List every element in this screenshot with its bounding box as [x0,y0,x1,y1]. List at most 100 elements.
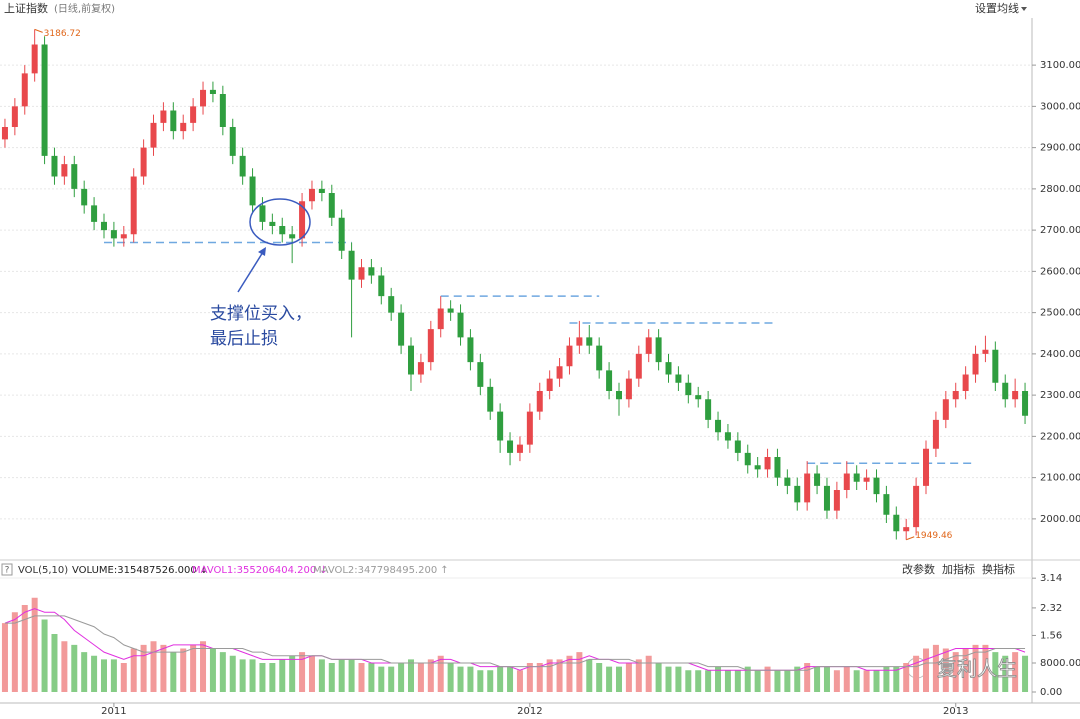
volume-bar [932,644,939,692]
volume-bar [635,659,642,692]
volume-bar [318,659,325,692]
candle-body [625,378,632,400]
candle-body [724,432,731,441]
y-tick-label: 2300.00 [1040,390,1080,401]
volume-bar [962,648,969,692]
indicator-button[interactable]: 换指标 [982,562,1015,576]
candle-body [507,440,514,453]
volume-bar [1022,655,1029,692]
volume-bar [625,663,632,692]
y-tick-label: 3100.00 [1040,60,1080,71]
candle-body [81,188,88,206]
candle-body [863,477,870,482]
candle-body [804,473,811,503]
candle-body [437,308,444,330]
volume-bar [873,670,880,692]
candle-body [596,345,603,371]
volume-ma-line [4,615,1026,671]
candle-body [120,234,127,239]
volume-bar [308,655,315,692]
volume-bar [992,652,999,692]
volume-bar [823,666,830,692]
candle-body [1002,382,1009,400]
y-tick-label: 8000.00 [1040,658,1080,669]
candle-body [427,329,434,363]
candle-body [140,147,147,177]
x-tick-label: 2012 [517,706,542,717]
candle-body [388,296,395,313]
volume-bar [665,666,672,692]
candle-body [923,448,930,486]
ma-menu[interactable]: 设置均线 [975,1,1019,15]
volume-bar [764,666,771,692]
volume-bar [249,659,256,692]
candle-body [308,188,315,202]
candle-body [1,127,8,140]
volume-bar [358,663,365,692]
volume-bar [388,666,395,692]
max-label: 3186.72 [44,29,81,39]
indicator-button[interactable]: 加指标 [942,562,975,576]
volume-bar [269,663,276,692]
volume-bar [497,666,504,692]
help-icon[interactable]: ? [5,566,10,576]
legend-arrow: ↑ [440,565,448,576]
candle-body [982,349,989,354]
volume-bar [378,666,385,692]
legend-arrow: ↓ [200,565,208,576]
volume-bar [923,648,930,692]
candle-body [229,127,236,156]
y-tick-label: 3.14 [1040,573,1062,584]
candle-body [794,485,801,503]
candle-body [447,308,454,313]
candle-body [586,337,593,346]
candle-body [744,452,751,466]
y-tick-label: 2800.00 [1040,184,1080,195]
candle-body [110,230,117,239]
volume-bar [526,663,533,692]
volume-bar [219,652,226,692]
candle-body [51,155,58,177]
candle-body [715,419,722,433]
indicator-button[interactable]: 改参数 [902,562,935,576]
help-icon-box[interactable] [1,563,13,576]
candle-body [368,267,375,276]
volume-bar [942,648,949,692]
candle-body [180,122,187,132]
volume-bar [417,663,424,692]
candle-body [1012,391,1019,400]
candle-body [576,337,583,346]
candle-body [378,275,385,297]
volume-bar [685,670,692,692]
candle-body [833,490,840,511]
volume-bar [170,652,177,692]
candle-body [754,465,761,470]
candle-body [170,110,177,132]
y-tick-label: 2900.00 [1040,143,1080,154]
candle-body [358,267,365,280]
candle-body [972,353,979,375]
volume-bar [586,659,593,692]
candle-body [655,337,662,363]
y-tick-label: 2000.00 [1040,514,1080,525]
candle-body [784,477,791,486]
candle-body [338,217,345,251]
candle-body [903,527,910,532]
volume-bar [437,655,444,692]
volume-bar [259,663,266,692]
volume-bar [427,659,434,692]
y-tick-label: 2600.00 [1040,266,1080,277]
candle-body [1022,391,1029,416]
volume-bar [51,634,58,692]
volume-bar [200,641,207,692]
candle-body [41,44,48,156]
candle-body [150,122,157,148]
volume-bar [615,666,622,692]
volume-bar [180,648,187,692]
volume-bar [150,641,157,692]
candle-body [219,94,226,127]
candle-body [774,457,781,478]
candle-body [814,473,821,486]
candle-body [487,386,494,412]
annotation-text: 最后止损 [210,329,278,349]
